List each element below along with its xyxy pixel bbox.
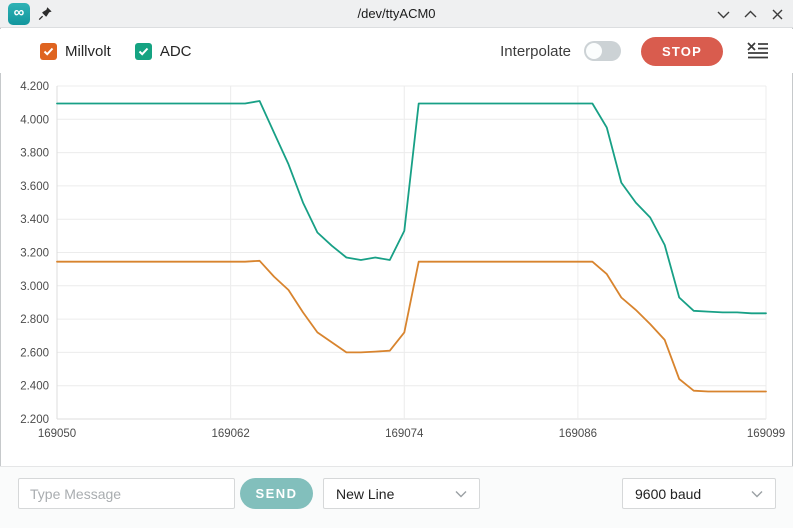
y-tick-label: 2.400 bbox=[20, 381, 49, 393]
y-tick-label: 3.400 bbox=[20, 214, 49, 226]
chevron-down-icon bbox=[751, 490, 763, 497]
chevron-down-icon[interactable] bbox=[716, 7, 730, 21]
adc-checkbox[interactable] bbox=[134, 42, 152, 60]
millvolt-checkbox[interactable] bbox=[40, 42, 57, 60]
baud-rate-value: 9600 baud bbox=[635, 485, 702, 502]
pushpin-icon bbox=[38, 6, 53, 26]
chevron-up-icon[interactable] bbox=[743, 7, 757, 21]
check-icon bbox=[138, 47, 149, 56]
line-ending-value: New Line bbox=[336, 485, 395, 502]
interpolate-label: Interpolate bbox=[500, 42, 572, 60]
x-tick-label: 169050 bbox=[38, 428, 76, 440]
y-tick-label: 2.800 bbox=[20, 314, 49, 326]
titlebar: ∞ /dev/ttyACM0 bbox=[0, 0, 793, 28]
legend-item-millvolt[interactable]: Millvolt bbox=[40, 42, 111, 60]
legend-item-adc[interactable]: ADC bbox=[134, 42, 192, 60]
toggle-knob bbox=[586, 43, 603, 59]
y-tick-label: 2.200 bbox=[20, 414, 49, 426]
x-tick-label: 169074 bbox=[385, 428, 424, 440]
y-tick-label: 3.200 bbox=[20, 248, 49, 260]
clear-plot-icon[interactable] bbox=[744, 39, 771, 64]
close-icon[interactable] bbox=[770, 7, 784, 21]
bottombar: SEND New Line 9600 baud bbox=[0, 466, 793, 528]
window-controls bbox=[716, 0, 784, 28]
legend-label-millvolt: Millvolt bbox=[65, 42, 111, 60]
window-title: /dev/ttyACM0 bbox=[357, 6, 436, 21]
arduino-logo-icon: ∞ bbox=[8, 3, 30, 25]
toolbar: Millvolt ADC Interpolate STOP bbox=[0, 29, 793, 73]
x-tick-label: 169086 bbox=[559, 428, 597, 440]
y-tick-label: 3.600 bbox=[20, 181, 49, 193]
series-millvolt bbox=[56, 259, 767, 393]
series-adc bbox=[56, 100, 767, 315]
x-tick-label: 169062 bbox=[211, 428, 249, 440]
y-tick-label: 3.000 bbox=[20, 281, 49, 293]
x-tick-label: 169099 bbox=[747, 428, 785, 440]
check-icon bbox=[43, 47, 54, 56]
plot-canvas: 4.200 4.000 3.800 3.600 3.400 3.200 3.000 2.800… bbox=[20, 81, 785, 440]
baud-rate-select[interactable]: 9600 baud bbox=[622, 478, 776, 509]
message-input[interactable] bbox=[18, 478, 235, 509]
interpolate-toggle[interactable] bbox=[584, 41, 622, 61]
line-ending-select[interactable]: New Line bbox=[323, 478, 480, 509]
stop-button[interactable]: STOP bbox=[641, 36, 723, 66]
y-tick-label: 2.600 bbox=[20, 347, 49, 359]
y-tick-label: 4.000 bbox=[20, 114, 49, 126]
send-button[interactable]: SEND bbox=[240, 478, 313, 509]
legend-label-adc: ADC bbox=[159, 42, 192, 60]
y-tick-label: 4.200 bbox=[20, 81, 49, 93]
chevron-down-icon bbox=[455, 490, 467, 497]
y-tick-label: 3.800 bbox=[20, 148, 49, 160]
